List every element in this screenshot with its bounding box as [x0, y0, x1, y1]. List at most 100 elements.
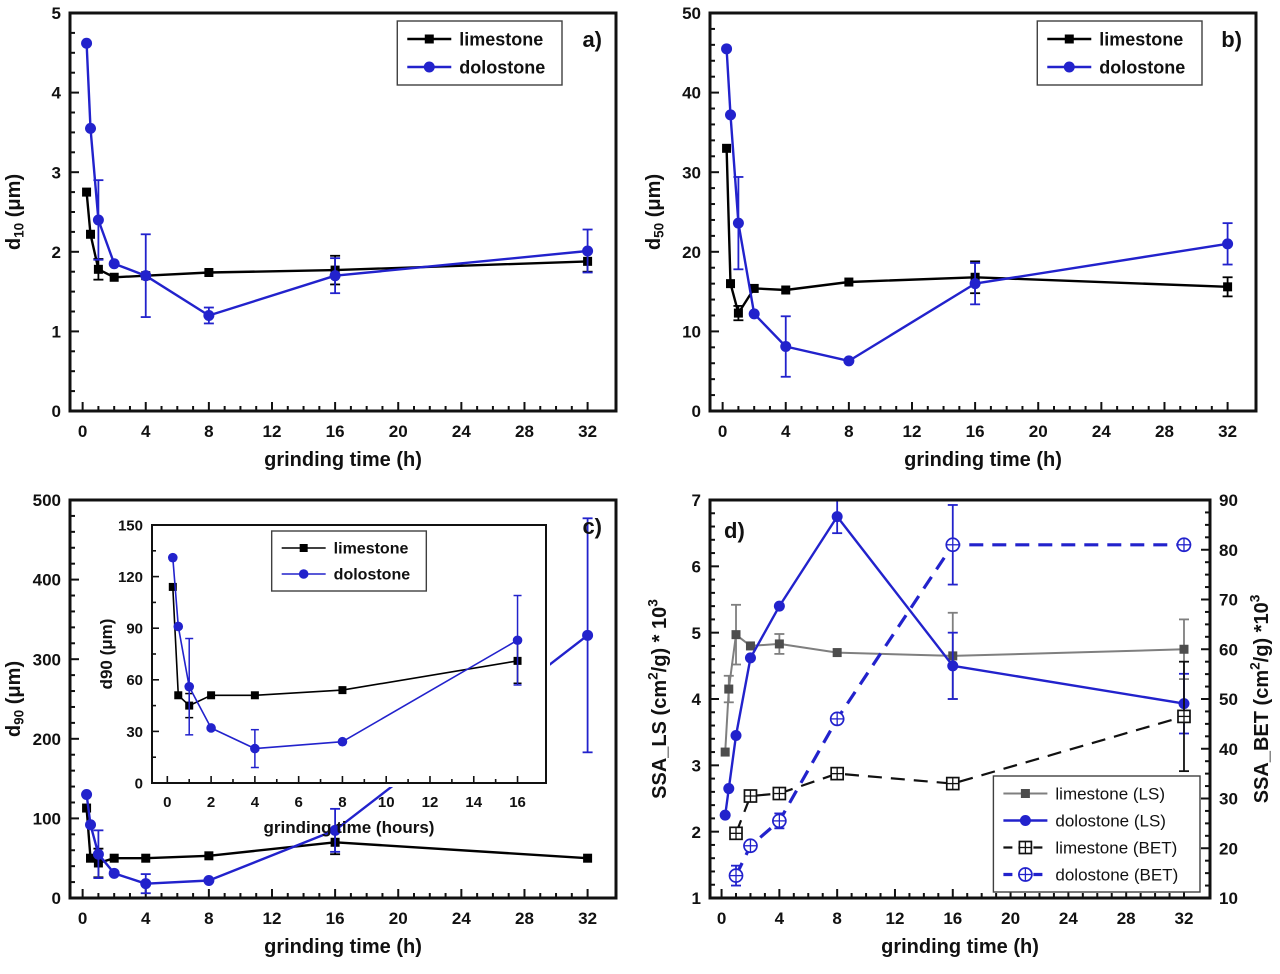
data-point-circle [206, 723, 216, 733]
data-point-circle [423, 61, 435, 73]
data-point-circle [947, 660, 959, 672]
data-point-circle [108, 258, 120, 270]
svg-text:4: 4 [251, 794, 260, 811]
y-axis-title: SSA_LS (cm2/g) * 103 [646, 599, 671, 799]
data-point-circle [140, 270, 152, 282]
svg-text:10: 10 [378, 794, 395, 811]
series-dolostone [81, 37, 594, 325]
svg-text:80: 80 [1219, 541, 1238, 560]
legend-label: dolostone [334, 567, 411, 584]
legend: limestone dolostone [396, 20, 563, 86]
data-point-square [204, 267, 214, 277]
svg-text:5: 5 [692, 624, 701, 643]
panel-a-d10: 0 4 8 12 16 20 24 28 32 0 1 2 3 4 5 grinding time (h) d1… [0, 0, 640, 487]
svg-text:24: 24 [452, 909, 471, 928]
data-point-square [82, 187, 92, 197]
data-point-circle [725, 109, 737, 121]
data-point-square [82, 803, 92, 813]
data-point-square [109, 272, 119, 282]
data-point-square [207, 691, 216, 700]
data-point-circle [203, 874, 215, 886]
series-limestone-ls- [720, 603, 1189, 757]
svg-text:40: 40 [1219, 740, 1238, 759]
series-limestone [82, 803, 593, 879]
axis-tick-labels: 0 2 4 6 8 10 12 14 16 0 30 60 90 120 150 [118, 517, 526, 811]
data-point-square [1179, 644, 1189, 654]
data-point-circle [140, 878, 152, 890]
y-axis-title: d90 (μm) [3, 661, 27, 737]
panel-c-d90: 0 4 8 12 16 20 24 28 32 0 100 200 300 400 500 grinding … [0, 487, 640, 974]
data-point-square [733, 308, 743, 318]
panel-b-d50: 0 4 8 12 16 20 24 28 32 0 10 20 30 40 50 grinding time … [640, 0, 1280, 487]
svg-text:28: 28 [515, 422, 534, 441]
svg-text:4: 4 [52, 84, 62, 103]
data-point-square [722, 143, 732, 153]
svg-text:50: 50 [682, 4, 701, 23]
data-point-circle [173, 621, 184, 632]
svg-text:1: 1 [52, 323, 61, 342]
series-dolostone-bet- [728, 504, 1192, 887]
legend-label: limestone (LS) [1055, 784, 1165, 803]
chart-c: 0 4 8 12 16 20 24 28 320100200300400500grinding … [3, 491, 618, 958]
panel-label-b: b) [1221, 27, 1242, 52]
svg-text:20: 20 [389, 422, 408, 441]
panel-label-c: c) [582, 514, 602, 539]
data-point-circle [85, 122, 97, 134]
svg-text:12: 12 [263, 909, 282, 928]
data-point-square [745, 641, 755, 651]
legend-label: limestone [1099, 29, 1183, 49]
svg-text:6: 6 [294, 794, 302, 811]
data-point-circle [719, 809, 731, 821]
data-point-square [141, 853, 151, 863]
svg-text:32: 32 [1218, 422, 1237, 441]
data-point-square [583, 853, 593, 863]
data-point-circle [203, 309, 215, 321]
svg-text:10: 10 [1219, 889, 1238, 908]
svg-text:100: 100 [33, 810, 61, 829]
series-limestone [722, 143, 1233, 322]
svg-text:4: 4 [775, 909, 785, 928]
data-point-circle [723, 783, 735, 795]
svg-text:0: 0 [718, 422, 727, 441]
svg-text:4: 4 [141, 909, 151, 928]
data-point-circle [721, 43, 733, 55]
svg-text:16: 16 [509, 794, 526, 811]
chart-b: 0 4 8 12 16 20 24 28 32 0 10 20 30 40 50 grinding time … [643, 4, 1258, 471]
plot-frame [68, 498, 618, 900]
svg-text:24: 24 [1092, 422, 1111, 441]
y-axis-title: d90 (μm) [97, 619, 116, 690]
svg-text:400: 400 [33, 571, 61, 590]
data-point-square [724, 684, 734, 694]
legend: limestone (LS) dolostone (LS) limestone (B… [992, 775, 1201, 893]
series-limestone [82, 187, 593, 286]
svg-text:8: 8 [338, 794, 346, 811]
svg-text:0: 0 [78, 909, 87, 928]
svg-text:4: 4 [781, 422, 791, 441]
data-point-square [299, 544, 308, 552]
data-point-square [726, 279, 736, 289]
x-axis-title: grinding time (h) [904, 449, 1062, 471]
data-point-square [731, 630, 741, 640]
svg-text:16: 16 [326, 422, 345, 441]
plot-frame [708, 11, 1258, 413]
svg-text:6: 6 [692, 557, 701, 576]
data-point-circle [298, 569, 309, 579]
svg-text:12: 12 [263, 422, 282, 441]
data-point-circle [780, 341, 792, 353]
svg-text:150: 150 [118, 517, 143, 534]
svg-text:2: 2 [52, 243, 61, 262]
data-point-circle [582, 245, 594, 257]
svg-text:90: 90 [126, 621, 143, 638]
data-point-square [749, 283, 759, 293]
svg-text:8: 8 [204, 422, 213, 441]
y-axis-title: d50 (μm) [643, 174, 667, 250]
svg-text:2: 2 [207, 794, 215, 811]
data-point-circle [732, 217, 744, 229]
x-axis-title: grinding time (h) [264, 449, 422, 471]
data-point-circle [108, 867, 120, 879]
svg-text:0: 0 [78, 422, 87, 441]
svg-text:20: 20 [1001, 909, 1020, 928]
svg-text:1: 1 [692, 889, 701, 908]
